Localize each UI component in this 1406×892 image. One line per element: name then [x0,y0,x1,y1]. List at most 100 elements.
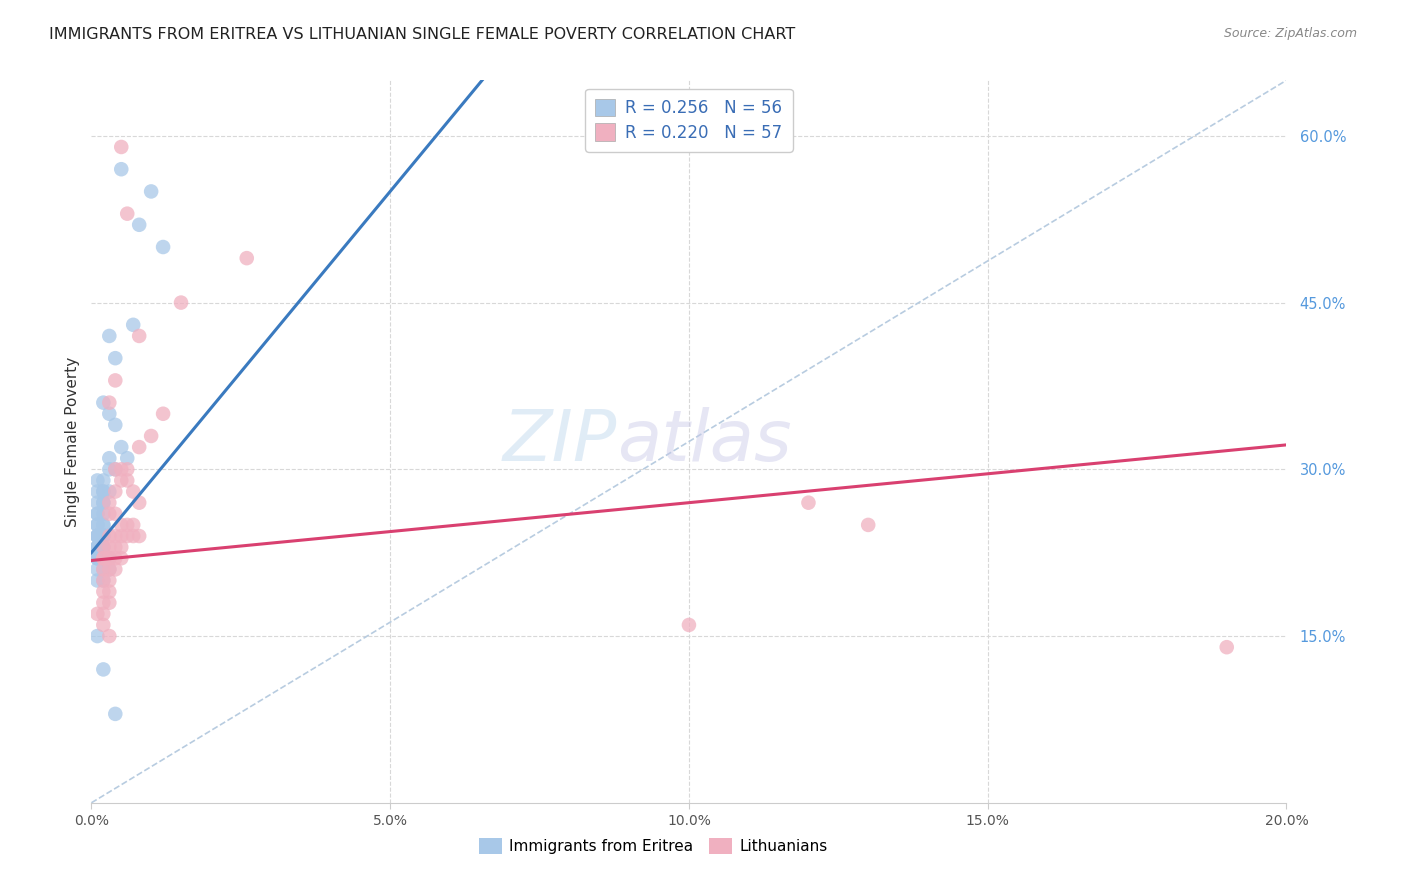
Point [93,496,115,510]
Point [104,351,127,366]
Point [235,251,259,265]
Point [93,474,115,488]
Point [1216,640,1239,655]
Point [93,551,115,566]
Point [93,517,115,532]
Point [93,662,115,676]
Point [93,496,115,510]
Point [110,162,132,177]
Point [98,507,121,521]
Point [86,507,108,521]
Point [93,529,115,543]
Point [93,574,115,588]
Point [110,462,132,476]
Point [104,507,127,521]
Point [93,618,115,632]
Point [122,484,145,499]
Point [86,517,108,532]
Point [104,462,127,476]
Point [98,574,121,588]
Point [122,517,145,532]
Point [152,240,174,254]
Point [98,395,121,409]
Point [110,517,132,532]
Point [86,529,108,543]
Point [115,517,138,532]
Point [110,440,132,454]
Point [93,517,115,532]
Legend: Immigrants from Eritrea, Lithuanians: Immigrants from Eritrea, Lithuanians [472,832,834,860]
Point [110,540,132,554]
Point [104,373,127,387]
Point [678,618,700,632]
Point [86,607,108,621]
Text: Source: ZipAtlas.com: Source: ZipAtlas.com [1223,27,1357,40]
Point [104,706,127,721]
Point [128,440,150,454]
Point [93,562,115,576]
Point [104,562,127,576]
Y-axis label: Single Female Poverty: Single Female Poverty [65,357,80,526]
Text: atlas: atlas [617,407,792,476]
Point [141,185,163,199]
Point [98,529,121,543]
Point [110,140,132,154]
Point [93,484,115,499]
Point [98,562,121,576]
Point [98,551,121,566]
Point [98,496,121,510]
Text: IMMIGRANTS FROM ERITREA VS LITHUANIAN SINGLE FEMALE POVERTY CORRELATION CHART: IMMIGRANTS FROM ERITREA VS LITHUANIAN SI… [49,27,796,42]
Point [98,562,121,576]
Point [93,551,115,566]
Point [115,474,138,488]
Point [93,529,115,543]
Text: ZIP: ZIP [503,407,617,476]
Point [86,529,108,543]
Point [93,562,115,576]
Point [110,529,132,543]
Point [98,484,121,499]
Point [86,551,108,566]
Point [110,474,132,488]
Point [93,584,115,599]
Point [115,451,138,466]
Point [98,629,121,643]
Point [98,407,121,421]
Point [98,451,121,466]
Point [93,596,115,610]
Point [115,462,138,476]
Point [86,496,108,510]
Point [86,507,108,521]
Point [93,574,115,588]
Point [93,607,115,621]
Point [141,429,163,443]
Point [93,484,115,499]
Point [128,529,150,543]
Point [93,540,115,554]
Point [858,517,880,532]
Point [104,462,127,476]
Point [86,562,108,576]
Point [122,318,145,332]
Point [93,507,115,521]
Point [86,484,108,499]
Point [86,629,108,643]
Point [170,295,193,310]
Point [104,540,127,554]
Point [98,462,121,476]
Point [98,551,121,566]
Point [86,551,108,566]
Point [104,551,127,566]
Point [86,551,108,566]
Point [128,218,150,232]
Point [104,417,127,432]
Point [86,529,108,543]
Point [93,540,115,554]
Point [110,551,132,566]
Point [152,407,174,421]
Point [98,596,121,610]
Point [104,529,127,543]
Point [98,551,121,566]
Point [98,584,121,599]
Point [86,540,108,554]
